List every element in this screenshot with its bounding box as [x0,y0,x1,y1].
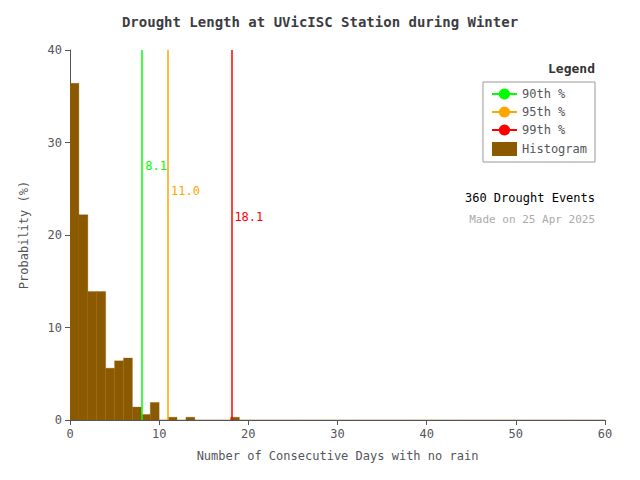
svg-text:8.1: 8.1 [145,159,167,173]
svg-text:40: 40 [419,427,433,441]
svg-text:10: 10 [48,321,62,335]
svg-text:0: 0 [66,427,73,441]
svg-text:99th %: 99th % [522,123,566,137]
svg-text:30: 30 [330,427,344,441]
svg-text:10: 10 [152,427,166,441]
svg-text:90th %: 90th % [522,87,566,101]
svg-text:50: 50 [509,427,523,441]
svg-text:20: 20 [241,427,255,441]
svg-text:95th %: 95th % [522,105,566,119]
svg-text:20: 20 [48,228,62,242]
svg-text:Legend: Legend [548,61,595,76]
svg-text:Histogram: Histogram [522,142,587,156]
svg-text:Probability (%): Probability (%) [17,181,31,289]
svg-text:11.0: 11.0 [171,184,200,198]
svg-text:60: 60 [598,427,612,441]
svg-text:Drought Length at UVicISC Stat: Drought Length at UVicISC Station during… [122,14,518,30]
svg-text:30: 30 [48,136,62,150]
svg-text:Number of Consecutive Days wit: Number of Consecutive Days with no rain [197,449,479,463]
svg-text:40: 40 [48,43,62,57]
svg-text:18.1: 18.1 [234,210,263,224]
svg-text:Made on 25 Apr 2025: Made on 25 Apr 2025 [469,213,595,226]
svg-text:0: 0 [55,413,62,427]
svg-text:360 Drought Events: 360 Drought Events [465,191,595,205]
